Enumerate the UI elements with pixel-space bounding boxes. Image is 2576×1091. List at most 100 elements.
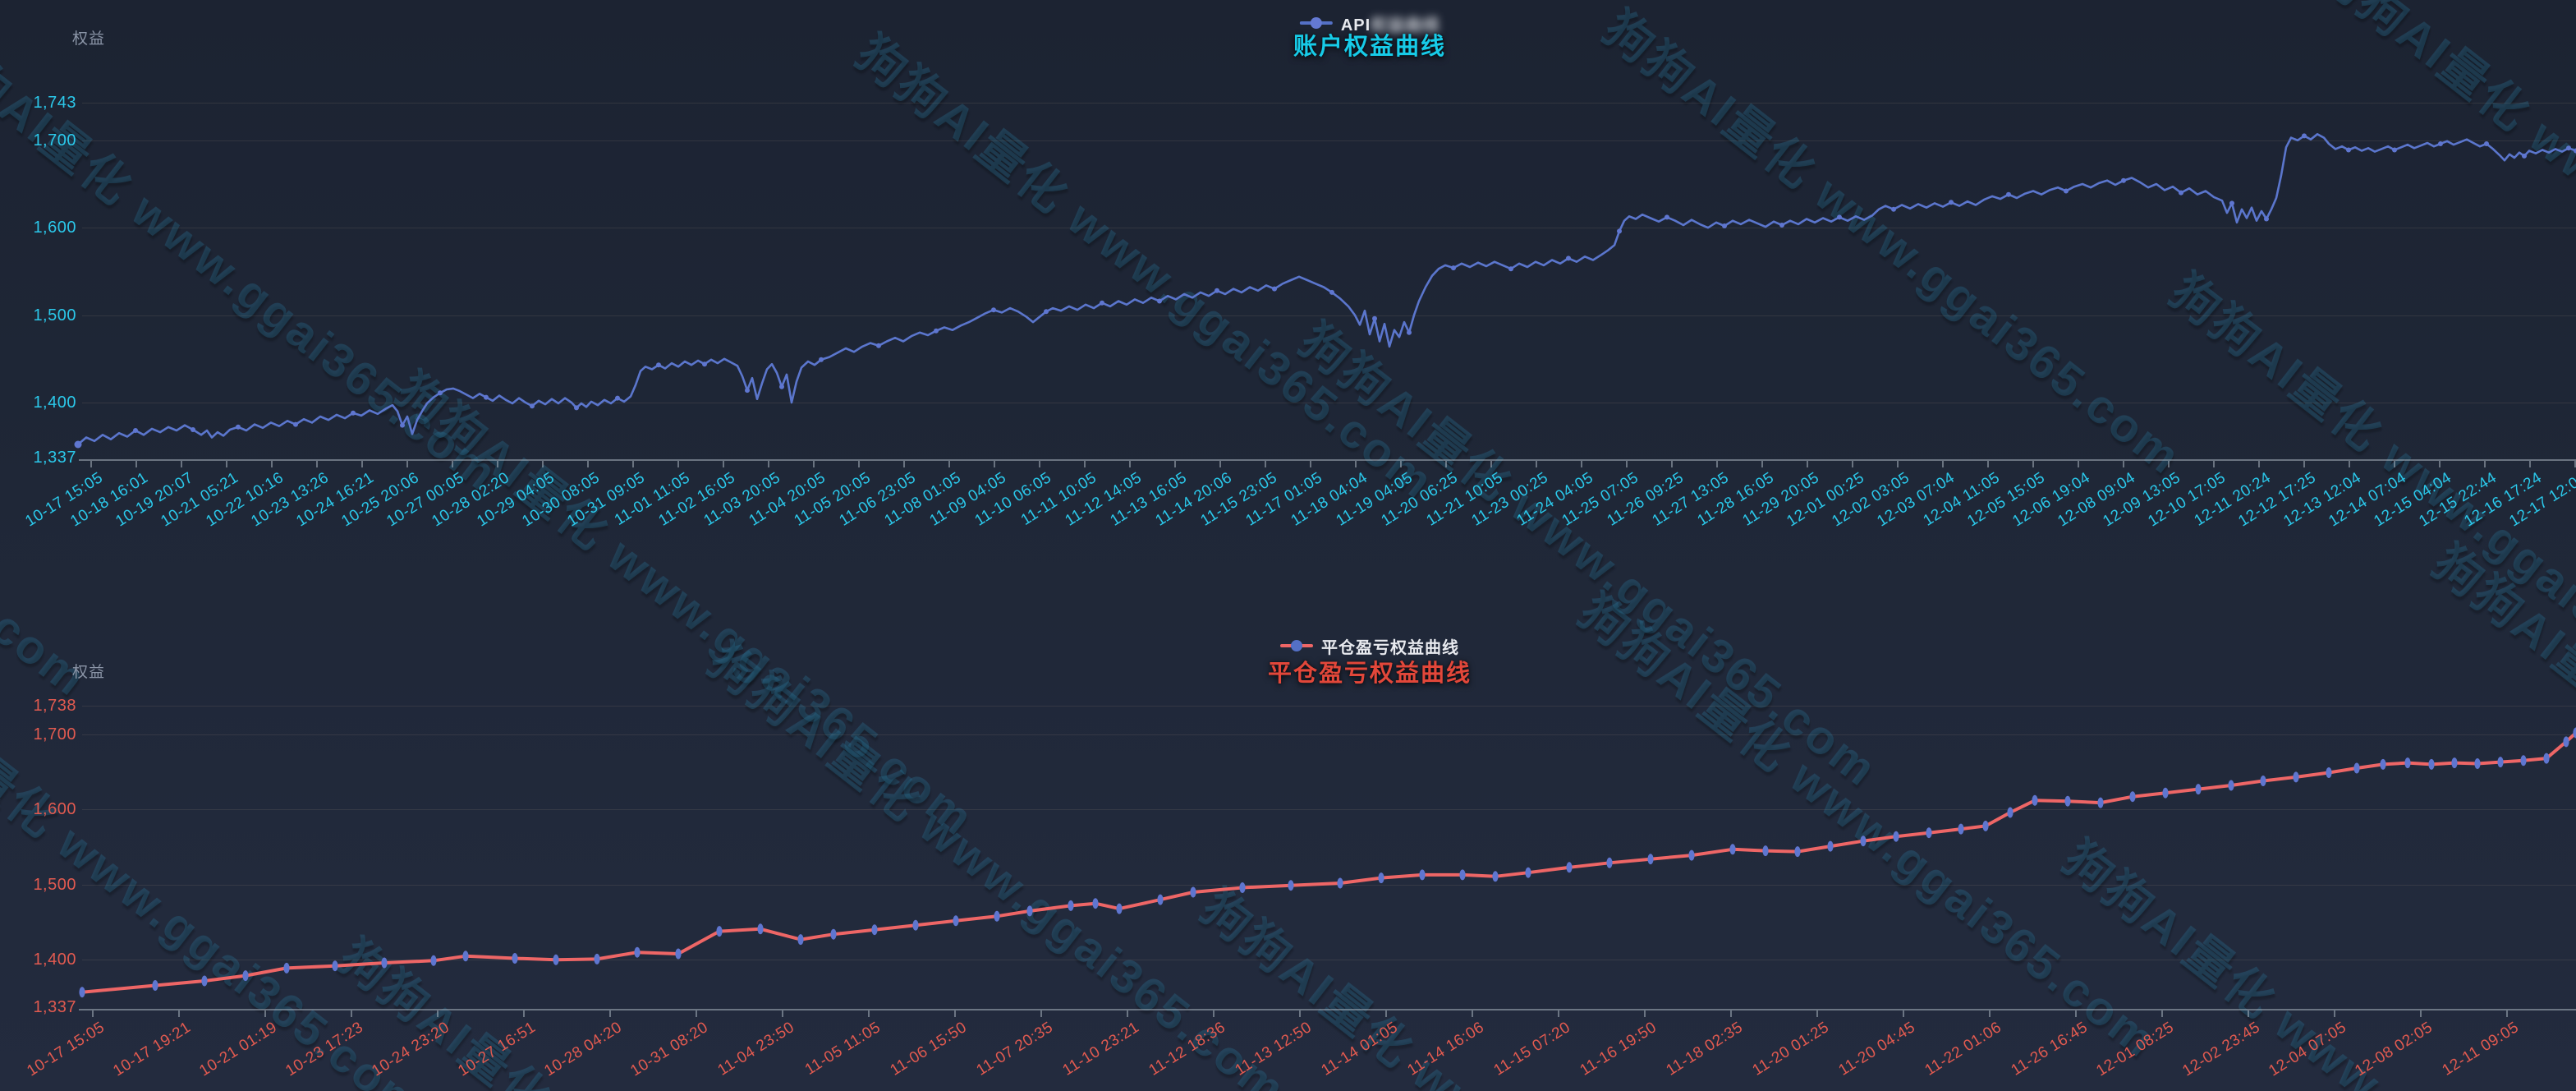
- data-point-marker[interactable]: [430, 955, 437, 966]
- data-point-marker[interactable]: [1190, 886, 1196, 898]
- data-point-marker[interactable]: [1026, 905, 1033, 917]
- data-point-marker[interactable]: [1606, 857, 1613, 868]
- data-point-marker[interactable]: [2428, 758, 2435, 770]
- data-point-marker[interactable]: [2162, 787, 2169, 799]
- data-point-marker[interactable]: [1794, 846, 1801, 858]
- data-point-marker[interactable]: [553, 954, 559, 965]
- data-point-marker[interactable]: [2451, 757, 2458, 769]
- data-point-marker[interactable]: [1779, 223, 1784, 228]
- data-point-marker[interactable]: [2302, 133, 2307, 139]
- data-point-marker[interactable]: [2179, 190, 2183, 196]
- data-point-marker[interactable]: [1688, 849, 1695, 861]
- data-point-marker[interactable]: [293, 421, 298, 427]
- data-point-marker[interactable]: [1647, 854, 1654, 865]
- data-point-marker[interactable]: [2264, 216, 2269, 222]
- data-point-marker[interactable]: [819, 357, 824, 362]
- data-point-marker[interactable]: [830, 928, 837, 940]
- data-point-marker[interactable]: [2129, 791, 2136, 803]
- data-point-marker[interactable]: [2326, 767, 2332, 778]
- data-point-marker[interactable]: [2260, 776, 2266, 786]
- data-point-marker[interactable]: [1982, 820, 1989, 831]
- data-point-marker[interactable]: [1525, 867, 1531, 878]
- data-point-marker[interactable]: [2229, 200, 2234, 206]
- data-point-marker[interactable]: [462, 951, 469, 962]
- data-point-marker[interactable]: [484, 394, 489, 400]
- data-point-marker[interactable]: [2228, 780, 2234, 791]
- data-point-marker[interactable]: [2574, 148, 2576, 154]
- data-point-marker[interactable]: [1665, 214, 1669, 220]
- data-point-marker[interactable]: [1837, 214, 1842, 220]
- data-point-marker[interactable]: [242, 970, 249, 982]
- data-point-marker[interactable]: [400, 422, 405, 428]
- legend-account-equity[interactable]: API权益曲线: [1299, 12, 1440, 35]
- data-point-marker[interactable]: [1566, 255, 1571, 261]
- data-point-marker[interactable]: [2380, 758, 2386, 770]
- data-point-marker[interactable]: [2404, 757, 2411, 769]
- data-point-marker[interactable]: [2438, 141, 2443, 146]
- data-point-marker[interactable]: [779, 384, 784, 389]
- data-point-marker[interactable]: [1288, 880, 1294, 891]
- data-point-marker[interactable]: [1044, 309, 1049, 315]
- data-point-marker[interactable]: [201, 975, 208, 987]
- data-point-marker[interactable]: [716, 926, 723, 937]
- data-point-marker[interactable]: [2497, 757, 2504, 768]
- data-point-marker[interactable]: [381, 957, 388, 969]
- data-point-marker[interactable]: [351, 410, 356, 416]
- data-point-marker[interactable]: [79, 987, 85, 998]
- data-point-marker[interactable]: [2543, 753, 2550, 764]
- data-point-marker[interactable]: [283, 962, 290, 974]
- data-point-marker[interactable]: [2121, 177, 2126, 183]
- data-point-marker[interactable]: [438, 390, 443, 396]
- data-point-marker[interactable]: [1827, 840, 1834, 852]
- data-point-marker[interactable]: [1157, 894, 1164, 905]
- data-point-marker[interactable]: [133, 428, 138, 433]
- data-point-marker[interactable]: [1617, 228, 1622, 234]
- data-point-marker[interactable]: [2484, 141, 2489, 146]
- data-point-marker[interactable]: [2064, 188, 2069, 194]
- data-point-marker[interactable]: [1419, 869, 1426, 881]
- data-point-marker[interactable]: [871, 924, 878, 936]
- data-point-marker[interactable]: [332, 960, 338, 972]
- data-point-marker[interactable]: [2007, 807, 2014, 818]
- data-point-marker[interactable]: [634, 946, 641, 958]
- legend-closed-pnl[interactable]: 平仓盈亏权益曲线: [1280, 635, 1459, 657]
- data-point-marker[interactable]: [1729, 844, 1736, 855]
- data-point-marker[interactable]: [797, 934, 804, 946]
- data-point-marker[interactable]: [574, 405, 579, 411]
- data-point-marker[interactable]: [1926, 827, 1932, 839]
- data-point-marker[interactable]: [1508, 266, 1513, 272]
- data-point-marker[interactable]: [594, 953, 600, 964]
- data-point-marker[interactable]: [2097, 797, 2104, 808]
- data-point-marker[interactable]: [1092, 898, 1099, 909]
- data-point-marker[interactable]: [74, 440, 82, 449]
- data-point-marker[interactable]: [2006, 191, 2011, 197]
- data-point-marker[interactable]: [1958, 823, 1964, 835]
- data-point-marker[interactable]: [2520, 755, 2527, 766]
- data-point-marker[interactable]: [994, 910, 1000, 922]
- data-point-marker[interactable]: [1722, 223, 1727, 228]
- data-point-marker[interactable]: [152, 980, 158, 991]
- data-point-marker[interactable]: [1100, 300, 1104, 306]
- data-point-marker[interactable]: [1068, 900, 1074, 911]
- data-point-marker[interactable]: [191, 427, 195, 432]
- data-point-marker[interactable]: [1337, 877, 1343, 889]
- data-point-marker[interactable]: [2566, 145, 2571, 151]
- data-point-marker[interactable]: [953, 915, 959, 927]
- data-point-marker[interactable]: [1378, 872, 1384, 884]
- data-point-marker[interactable]: [2293, 771, 2299, 783]
- data-point-marker[interactable]: [2563, 736, 2569, 748]
- data-point-marker[interactable]: [1492, 871, 1499, 882]
- data-point-marker[interactable]: [757, 923, 764, 935]
- data-point-marker[interactable]: [2064, 795, 2071, 807]
- data-point-marker[interactable]: [1459, 869, 1466, 881]
- data-point-marker[interactable]: [615, 395, 620, 401]
- data-point-marker[interactable]: [1239, 882, 1246, 893]
- data-point-marker[interactable]: [991, 307, 996, 313]
- equity-line[interactable]: [80, 731, 2576, 994]
- data-point-marker[interactable]: [934, 328, 939, 334]
- data-point-marker[interactable]: [2522, 153, 2527, 159]
- data-point-marker[interactable]: [1566, 862, 1573, 873]
- data-point-marker[interactable]: [745, 388, 750, 394]
- data-point-marker[interactable]: [876, 343, 881, 348]
